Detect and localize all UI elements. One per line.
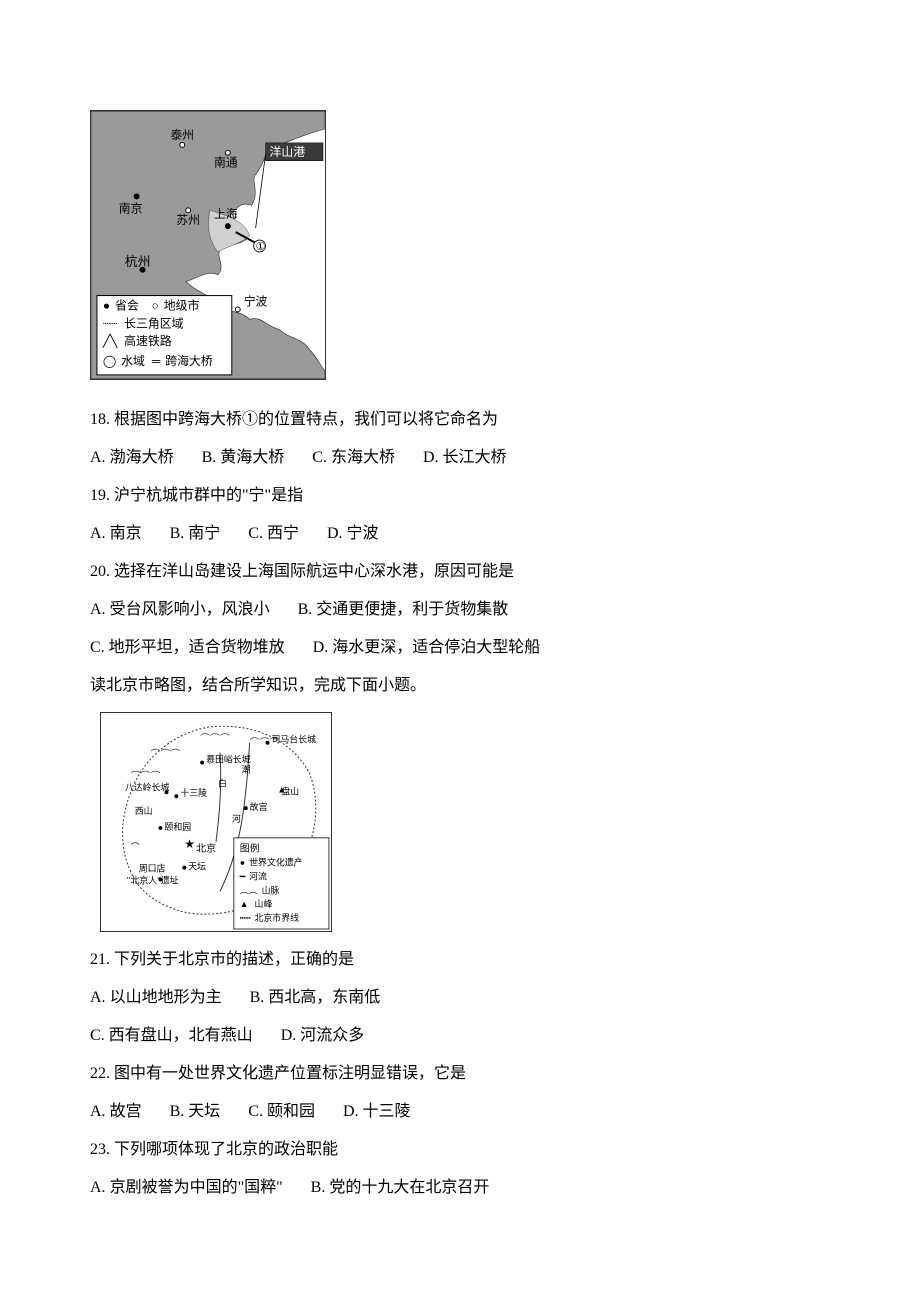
svg-text:苏州: 苏州 xyxy=(176,213,200,227)
q21-options-row1: A. 以山地地形为主 B. 西北高，东南低 xyxy=(90,986,830,1010)
svg-text:━河流: ━河流 xyxy=(239,870,267,881)
q21-opt-c: C. 西有盘山，北有燕山 xyxy=(90,1027,253,1044)
svg-text:┅┅北京市界线: ┅┅北京市界线 xyxy=(240,912,299,923)
map1-svg: 洋山港 南京 泰州 南通 苏州 上海 ① 杭州 宁波 ● 省会 xyxy=(91,111,325,379)
svg-text:河: 河 xyxy=(232,813,241,824)
q20-opt-b: B. 交通更便捷，利于货物集散 xyxy=(298,601,509,618)
intro2: 读北京市略图，结合所学知识，完成下面小题。 xyxy=(90,674,830,698)
svg-text:图例: 图例 xyxy=(240,842,260,855)
q22-opt-d: D. 十三陵 xyxy=(343,1103,411,1120)
q21-opt-b: B. 西北高，东南低 xyxy=(250,989,381,1006)
q22-opt-c: C. 颐和园 xyxy=(248,1103,315,1120)
svg-text:上海: 上海 xyxy=(214,207,238,221)
q18-opt-b: B. 黄海大桥 xyxy=(202,449,285,466)
q23-opt-b: B. 党的十九大在北京召开 xyxy=(311,1179,490,1196)
q19-text: 沪宁杭城市群中的"宁"是指 xyxy=(114,487,303,504)
q23-opt-a: A. 京剧被誉为中国的"国粹" xyxy=(90,1179,283,1196)
q20-text: 选择在洋山岛建设上海国际航运中心深水港，原因可能是 xyxy=(114,563,514,580)
q19-opt-b: B. 南宁 xyxy=(170,525,221,542)
q19-opt-a: A. 南京 xyxy=(90,525,142,542)
q21-text: 下列关于北京市的描述，正确的是 xyxy=(114,951,354,968)
svg-text:周口店: 周口店 xyxy=(139,863,166,874)
q20-stem: 20. 选择在洋山岛建设上海国际航运中心深水港，原因可能是 xyxy=(90,560,830,584)
q20-opt-d: D. 海水更深，适合停泊大型轮船 xyxy=(313,639,541,656)
q18-num: 18. xyxy=(90,411,110,428)
svg-text:北京: 北京 xyxy=(196,842,216,855)
q20-opt-a: A. 受台风影响小，风浪小 xyxy=(90,601,270,618)
svg-text:︵︵︵: ︵︵︵ xyxy=(151,743,181,754)
q18-opt-d: D. 长江大桥 xyxy=(423,449,507,466)
q19-opt-c: C. 西宁 xyxy=(248,525,299,542)
q18-text: 根据图中跨海大桥①的位置特点，我们可以将它命名为 xyxy=(114,411,498,428)
svg-text:▲山峰: ▲山峰 xyxy=(240,899,273,909)
q23-options-row1: A. 京剧被誉为中国的"国粹" B. 党的十九大在北京召开 xyxy=(90,1176,830,1200)
q22-num: 22. xyxy=(90,1065,110,1082)
svg-text:泰州: 泰州 xyxy=(170,128,194,142)
svg-text:洋山港: 洋山港 xyxy=(269,145,305,159)
svg-text:︵︵︵: ︵︵︵ xyxy=(131,764,161,775)
svg-text:︵: ︵ xyxy=(131,836,140,846)
q18-opt-a: A. 渤海大桥 xyxy=(90,449,174,466)
svg-text:"北京人"遗址: "北京人"遗址 xyxy=(127,874,179,885)
svg-text:故宫: 故宫 xyxy=(250,801,268,812)
page: 洋山港 南京 泰州 南通 苏州 上海 ① 杭州 宁波 ● 省会 xyxy=(0,0,920,1302)
q21-stem: 21. 下列关于北京市的描述，正确的是 xyxy=(90,948,830,972)
svg-text:︵︵︵: ︵︵︵ xyxy=(200,727,230,738)
q20-num: 20. xyxy=(90,563,110,580)
q18-stem: 18. 根据图中跨海大桥①的位置特点，我们可以将它命名为 xyxy=(90,408,830,432)
svg-text:╱╲ 高速铁路: ╱╲ 高速铁路 xyxy=(102,333,172,348)
svg-text:宁波: 宁波 xyxy=(244,294,268,308)
q19-opt-d: D. 宁波 xyxy=(327,525,379,542)
svg-text:★: ★ xyxy=(184,837,195,851)
q18-opt-c: C. 东海大桥 xyxy=(312,449,395,466)
q22-opt-a: A. 故宫 xyxy=(90,1103,142,1120)
svg-text:●世界文化遗产: ●世界文化遗产 xyxy=(240,857,303,868)
q22-stem: 22. 图中有一处世界文化遗产位置标注明显错误，它是 xyxy=(90,1062,830,1086)
q21-options-row2: C. 西有盘山，北有燕山 D. 河流众多 xyxy=(90,1024,830,1048)
svg-text:天坛: 天坛 xyxy=(188,862,206,872)
svg-text:西山: 西山 xyxy=(135,806,153,816)
svg-text:● 省会 ○: ● 省会 ○ 地级市 xyxy=(103,298,200,312)
q22-opt-b: B. 天坛 xyxy=(170,1103,221,1120)
map2-svg: ︵︵︵ ︵︵︵ ︵︵︵ ︵︵︵ 司马台长城 慕田峪长城 八达岭长城 十三陵 故宫… xyxy=(101,713,331,931)
svg-text:慕田峪长城: 慕田峪长城 xyxy=(206,754,251,765)
svg-text:白: 白 xyxy=(218,777,227,788)
q20-options-row1: A. 受台风影响小，风浪小 B. 交通更便捷，利于货物集散 xyxy=(90,598,830,622)
q21-opt-a: A. 以山地地形为主 xyxy=(90,989,222,1006)
svg-text:八达岭长城: 八达岭长城 xyxy=(125,781,170,792)
map1-figure: 洋山港 南京 泰州 南通 苏州 上海 ① 杭州 宁波 ● 省会 xyxy=(90,110,326,380)
svg-text:▲: ▲ xyxy=(277,784,286,794)
q19-options: A. 南京 B. 南宁 C. 西宁 D. 宁波 xyxy=(90,522,830,546)
svg-text:潮: 潮 xyxy=(242,763,251,774)
q22-options: A. 故宫 B. 天坛 C. 颐和园 D. 十三陵 xyxy=(90,1100,830,1124)
svg-text:南京: 南京 xyxy=(119,201,143,215)
svg-text:十三陵: 十三陵 xyxy=(180,787,207,798)
svg-text:①: ① xyxy=(256,241,266,253)
svg-text:杭州: 杭州 xyxy=(125,255,151,269)
q21-num: 21. xyxy=(90,951,110,968)
svg-text:颐和园: 颐和园 xyxy=(164,822,191,832)
svg-text:南通: 南通 xyxy=(214,156,238,170)
q23-text: 下列哪项体现了北京的政治职能 xyxy=(114,1141,338,1158)
q18-options: A. 渤海大桥 B. 黄海大桥 C. 东海大桥 D. 长江大桥 xyxy=(90,446,830,470)
q20-opt-c: C. 地形平坦，适合货物堆放 xyxy=(90,639,285,656)
q21-opt-d: D. 河流众多 xyxy=(281,1027,365,1044)
q19-stem: 19. 沪宁杭城市群中的"宁"是指 xyxy=(90,484,830,508)
svg-text:司马台长城: 司马台长城 xyxy=(271,734,316,745)
q20-options-row2: C. 地形平坦，适合货物堆放 D. 海水更深，适合停泊大型轮船 xyxy=(90,636,830,660)
q23-stem: 23. 下列哪项体现了北京的政治职能 xyxy=(90,1138,830,1162)
q19-num: 19. xyxy=(90,487,110,504)
map2-figure: ︵︵︵ ︵︵︵ ︵︵︵ ︵︵︵ 司马台长城 慕田峪长城 八达岭长城 十三陵 故宫… xyxy=(100,712,332,932)
q22-text: 图中有一处世界文化遗产位置标注明显错误，它是 xyxy=(114,1065,466,1082)
q23-num: 23. xyxy=(90,1141,110,1158)
svg-text:┈┈ 长三角区域: ┈┈ 长三角区域 xyxy=(103,316,184,330)
